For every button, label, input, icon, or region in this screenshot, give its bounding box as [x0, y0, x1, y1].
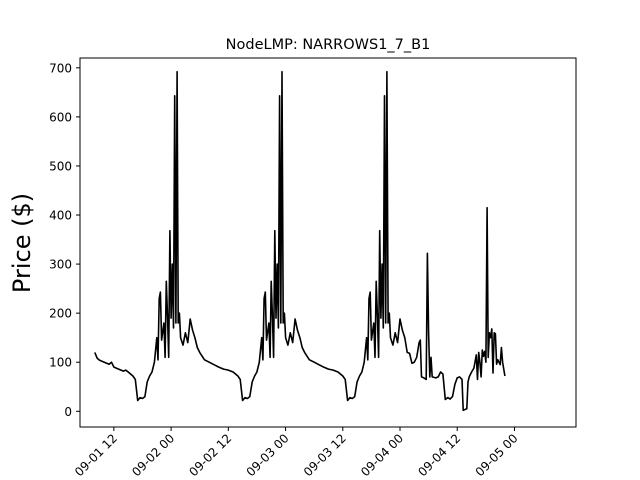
x-tick-label: 09-02 12 [186, 431, 234, 479]
y-tick-label: 200 [49, 307, 72, 321]
x-tick-label: 09-04 00 [358, 431, 406, 479]
x-axis: 09-01 12 09-02 00 09-02 12 09-03 00 09-03 12… [72, 427, 521, 479]
y-tick-label: 700 [49, 61, 72, 75]
x-tick-label: 09-03 12 [301, 431, 349, 479]
x-tick-label: 09-04 12 [415, 431, 463, 479]
y-tick-label: 600 [49, 110, 72, 124]
axes-frame [79, 57, 577, 428]
y-tick-label: 0 [64, 405, 72, 419]
x-tick-label: 09-02 00 [129, 431, 177, 479]
y-tick-label: 500 [49, 159, 72, 173]
y-tick-label: 100 [49, 356, 72, 370]
y-axis-label: Price ($) [8, 193, 36, 293]
y-tick-label: 300 [49, 258, 72, 272]
series-line-0 [94, 70, 506, 412]
y-tick-label: 400 [49, 209, 72, 223]
y-axis: 0 100 200 300 400 500 600 700 [49, 61, 80, 419]
x-tick-label: 09-03 00 [244, 431, 292, 479]
plot-area [94, 70, 506, 412]
chart-title: NodeLMP: NARROWS1_7_B1 [226, 37, 431, 53]
x-tick-label: 09-01 12 [72, 431, 120, 479]
x-tick-label: 09-05 00 [473, 431, 521, 479]
